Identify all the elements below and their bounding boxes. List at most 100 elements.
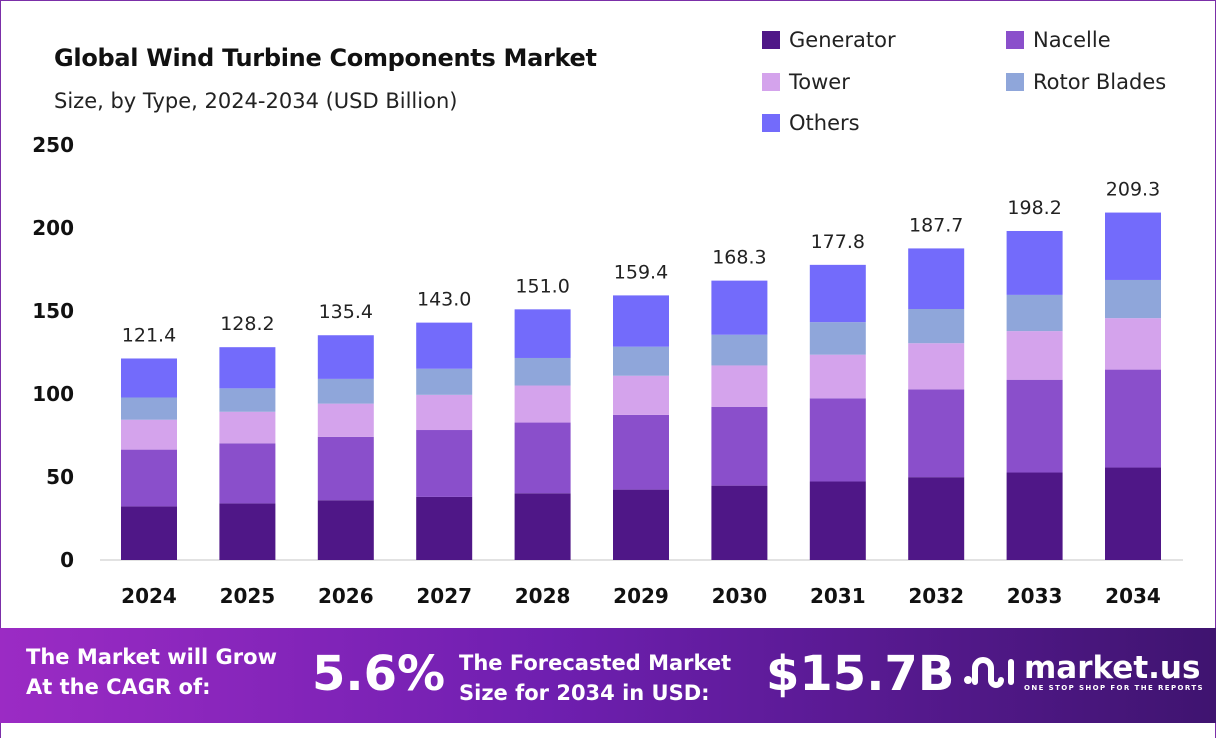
bar-segment-generator — [1006, 472, 1063, 560]
bar-segment-rotor-blades — [908, 309, 965, 344]
bar-segment-nacelle — [121, 449, 177, 507]
bar-segment-others — [908, 248, 965, 310]
legend-swatch — [762, 73, 780, 91]
bar-segment-tower — [613, 375, 669, 415]
legend-label: Nacelle — [1033, 28, 1111, 52]
bar-segment-generator — [416, 496, 473, 560]
x-tick-label: 2026 — [318, 584, 374, 608]
total-data-label: 177.8 — [811, 231, 865, 253]
legend-swatch — [762, 114, 780, 132]
bar-segment-generator — [809, 481, 866, 560]
y-tick-label: 0 — [60, 548, 74, 572]
bar-segment-rotor-blades — [121, 397, 177, 420]
legend-item-tower: Tower — [762, 70, 850, 94]
bar-segment-nacelle — [809, 398, 866, 482]
x-tick-label: 2027 — [416, 584, 472, 608]
bar-segment-tower — [711, 365, 768, 407]
total-data-label: 209.3 — [1106, 179, 1160, 201]
bar-segment-tower — [317, 403, 374, 437]
bar-segment-generator — [514, 493, 571, 560]
legend-item-others: Others — [762, 111, 860, 135]
x-tick-label: 2034 — [1105, 584, 1161, 608]
forecast-label-line2: Size for 2034 in USD: — [459, 681, 710, 705]
logo-name: market.us — [1024, 650, 1201, 686]
bar-segment-others — [1105, 212, 1161, 280]
bar-segment-tower — [416, 394, 473, 431]
y-tick-label: 200 — [32, 216, 74, 240]
bar-segment-others — [613, 295, 669, 347]
bar-segment-generator — [121, 506, 177, 560]
legend-label: Others — [789, 111, 860, 135]
y-tick-label: 50 — [46, 465, 74, 489]
bar-segment-rotor-blades — [1105, 279, 1161, 319]
y-tick-label: 250 — [32, 133, 74, 157]
bar-segment-generator — [613, 489, 669, 560]
logo-icon — [964, 657, 1014, 688]
x-tick-label: 2030 — [712, 584, 768, 608]
market-us-logo: market.us ONE STOP SHOP FOR THE REPORTS — [962, 650, 1204, 694]
bar-segment-tower — [121, 419, 177, 450]
bar-segment-nacelle — [514, 422, 571, 494]
bar-segment-tower — [809, 354, 866, 399]
x-tick-label: 2024 — [121, 584, 177, 608]
cagr-label: The Market will Grow At the CAGR of: — [26, 642, 277, 702]
legend-label: Rotor Blades — [1033, 70, 1167, 94]
bar-segment-rotor-blades — [711, 334, 768, 366]
cagr-label-line1: The Market will Grow — [26, 645, 277, 669]
bar-segment-others — [514, 309, 571, 358]
total-data-label: 143.0 — [417, 289, 471, 311]
forecast-value: $15.7B — [766, 646, 955, 702]
bar-segment-nacelle — [219, 443, 276, 504]
bar-segment-rotor-blades — [416, 368, 473, 395]
bar-segment-rotor-blades — [514, 357, 571, 386]
total-data-label: 198.2 — [1007, 197, 1061, 219]
bar-segment-nacelle — [711, 406, 768, 486]
bar-segment-generator — [711, 485, 768, 560]
footer-banner: The Market will Grow At the CAGR of: 5.6… — [0, 628, 1216, 723]
bar-segment-rotor-blades — [613, 346, 669, 376]
bar-segment-nacelle — [908, 389, 965, 478]
total-data-label: 159.4 — [614, 261, 668, 283]
total-data-label: 128.2 — [220, 313, 274, 335]
total-data-label: 168.3 — [712, 247, 766, 269]
bar-segment-rotor-blades — [1006, 294, 1063, 332]
legend-swatch — [1006, 31, 1024, 49]
y-tick-label: 150 — [32, 299, 74, 323]
bar-segment-others — [1006, 230, 1063, 295]
bar-segment-others — [317, 335, 374, 379]
x-tick-label: 2029 — [613, 584, 669, 608]
x-tick-label: 2033 — [1007, 584, 1063, 608]
x-tick-label: 2031 — [810, 584, 866, 608]
cagr-label-line2: At the CAGR of: — [26, 675, 211, 699]
x-tick-label: 2025 — [220, 584, 276, 608]
bar-segment-tower — [1006, 331, 1063, 380]
bar-segment-others — [711, 280, 768, 335]
logo-tagline: ONE STOP SHOP FOR THE REPORTS — [1024, 684, 1204, 692]
bar-segment-nacelle — [1006, 379, 1063, 473]
bar-segment-tower — [514, 385, 571, 423]
total-data-label: 121.4 — [122, 324, 176, 346]
bar-segment-tower — [908, 343, 965, 390]
bar-segment-rotor-blades — [219, 388, 276, 412]
bar-segment-tower — [1105, 318, 1161, 370]
total-data-label: 187.7 — [909, 214, 963, 236]
legend-label: Tower — [789, 70, 850, 94]
bar-segment-rotor-blades — [317, 378, 374, 404]
legend-item-nacelle: Nacelle — [1006, 28, 1111, 52]
legend-swatch — [762, 31, 780, 49]
legend-item-rotor-blades: Rotor Blades — [1006, 70, 1166, 94]
total-data-label: 151.0 — [515, 275, 569, 297]
bar-segment-rotor-blades — [809, 322, 866, 355]
bar-segment-generator — [1105, 467, 1161, 560]
bar-segment-others — [121, 358, 177, 398]
bar-segment-nacelle — [317, 436, 374, 501]
bar-segment-nacelle — [613, 414, 669, 490]
bar-segment-generator — [908, 477, 965, 560]
bar-segment-tower — [219, 411, 276, 444]
cagr-value: 5.6% — [312, 646, 446, 702]
total-data-label: 135.4 — [319, 301, 373, 323]
bar-segment-others — [809, 264, 866, 323]
bar-segment-others — [416, 322, 473, 369]
bar-segment-generator — [219, 503, 276, 560]
